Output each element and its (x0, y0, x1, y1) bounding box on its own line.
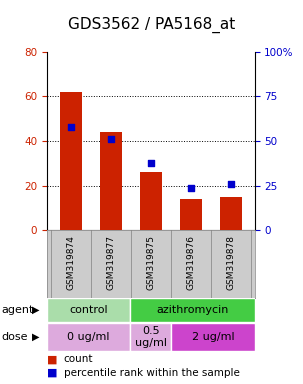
Text: dose: dose (2, 332, 28, 342)
Point (148, 159, 153, 166)
Bar (47, 298, 130, 322)
Text: percentile rank within the sample: percentile rank within the sample (64, 368, 239, 378)
Bar (100, 132, 122, 230)
Bar (171, 323, 255, 351)
Point (228, 181, 233, 187)
Text: control: control (69, 305, 108, 315)
Bar (130, 298, 255, 322)
Text: ■: ■ (47, 354, 58, 364)
Text: 0.5
ug/ml: 0.5 ug/ml (135, 326, 167, 348)
Text: 0 ug/ml: 0 ug/ml (67, 332, 110, 342)
Text: 2 ug/ml: 2 ug/ml (192, 332, 234, 342)
Bar (47, 323, 130, 351)
Bar (60, 92, 82, 230)
Text: ▶: ▶ (32, 332, 39, 342)
Text: azithromycin: azithromycin (156, 305, 228, 315)
Text: GSM319874: GSM319874 (66, 235, 75, 290)
Text: GSM319876: GSM319876 (186, 235, 195, 290)
Text: GSM319878: GSM319878 (226, 235, 235, 290)
Point (68, 124, 73, 130)
Text: agent: agent (2, 305, 34, 315)
Point (188, 184, 193, 190)
Bar (130, 323, 171, 351)
Text: GSM319875: GSM319875 (146, 235, 155, 290)
Bar (140, 172, 162, 230)
Point (108, 136, 113, 142)
Text: GDS3562 / PA5168_at: GDS3562 / PA5168_at (68, 17, 235, 33)
Bar (180, 199, 201, 230)
Text: ■: ■ (47, 368, 58, 378)
Text: count: count (64, 354, 93, 364)
Text: GSM319877: GSM319877 (106, 235, 115, 290)
Bar (220, 197, 241, 230)
Text: ▶: ▶ (32, 305, 39, 315)
